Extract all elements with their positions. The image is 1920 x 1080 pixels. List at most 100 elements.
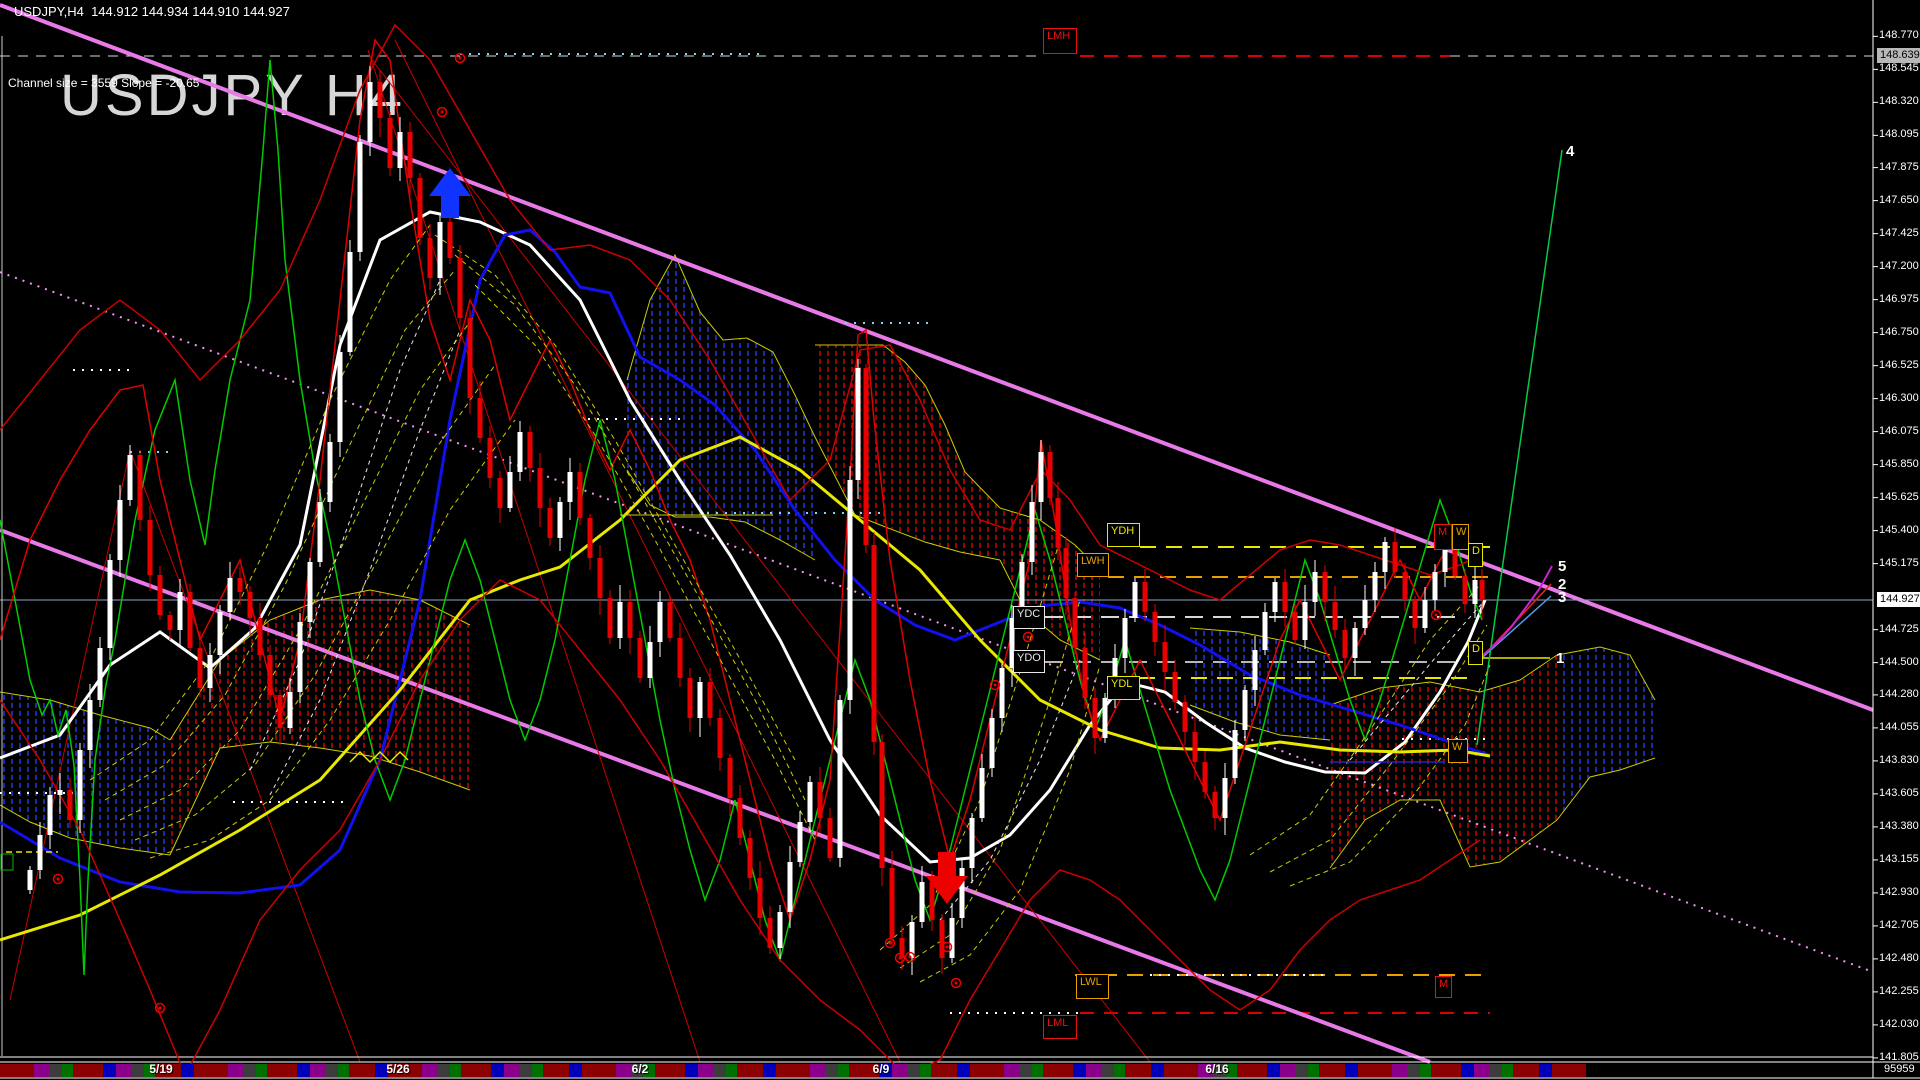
candle-body [1282,582,1288,612]
session-segment [1151,1064,1164,1077]
level-label-d[interactable]: D [1468,543,1483,567]
candle-body [1452,548,1458,576]
time-counter: 95959 [1884,1063,1915,1075]
level-label-lml[interactable]: LML [1043,1015,1077,1039]
date-tick-label: 6/16 [1205,1062,1229,1076]
candle-body [197,648,203,688]
candle-body [1382,542,1388,572]
level-label-d[interactable]: D [1468,641,1483,665]
session-segment [297,1064,310,1077]
candle-body [1432,572,1438,600]
candle-body [227,578,233,612]
ribbon-a3 [119,314,476,821]
session-segment [631,1064,644,1077]
candle-body [1302,602,1308,640]
candle-body [1402,572,1408,600]
ribbon-c2 [1269,624,1488,873]
candle-body [477,398,483,438]
candle-body [317,502,323,562]
level-label-m[interactable]: M [1434,524,1452,550]
candle-body [1479,580,1485,600]
candle-body [587,518,593,558]
axis-tick-label: 147.200 [1879,259,1919,272]
candle-body [879,742,885,868]
session-segment [1198,1064,1213,1077]
candle-body [1462,576,1468,604]
band-red-upper [0,23,1481,601]
session-segment [825,1064,838,1077]
candle-body [1342,630,1348,658]
candle-body [117,500,123,560]
candle-body [347,252,353,352]
candle-body [327,442,333,502]
level-label-ydh[interactable]: YDH [1107,523,1140,547]
session-segment [776,1064,810,1077]
session-segment [907,1064,920,1077]
level-label-lwl[interactable]: LWL [1076,974,1109,999]
candle-body [767,918,773,948]
session-segment [1125,1064,1151,1077]
candle-body [667,602,673,638]
candle-body [47,795,53,835]
axis-tick-label: 142.480 [1879,951,1919,964]
session-segment [810,1064,825,1077]
session-segment [194,1064,228,1077]
ribbon-d1 [434,234,796,761]
price-axis[interactable]: 148.770 148.545 148.320 148.095 147.875 147.6… [1879,0,1920,1080]
fan-label-5: 5 [1558,558,1567,575]
fan-line-5 [1482,565,1553,656]
candle-body [267,655,273,695]
level-label-ydc[interactable]: YDC [1013,606,1045,629]
level-label-w[interactable]: W [1452,524,1469,550]
session-segment [0,1064,34,1077]
fan-label-2: 2 [1558,576,1567,593]
candle-body [1142,582,1148,612]
axis-tick-label: 143.605 [1879,786,1919,799]
candle-body [427,238,433,278]
session-segment [1114,1064,1125,1077]
session-segment [243,1064,256,1077]
level-label-ydo[interactable]: YDO [1013,650,1045,673]
level-label-lwh[interactable]: LWH [1077,553,1109,577]
level-label-w[interactable]: W [1448,739,1468,763]
session-segment [1101,1064,1114,1077]
session-segment [1213,1064,1226,1077]
candle-body [899,938,905,958]
signal-circle-icon [454,52,466,64]
current-price-badge: 144.927 [1877,592,1920,608]
session-segment [267,1064,297,1077]
candle-body [557,502,563,538]
candle-body [67,790,73,820]
session-segment [655,1064,685,1077]
session-segment [1392,1064,1407,1077]
candle-body [637,638,643,678]
session-segment [569,1064,582,1077]
axis-tick-label: 144.500 [1879,655,1919,668]
session-segment [1004,1064,1019,1077]
candle-body [687,678,693,718]
green-marker-box [0,853,14,871]
level-label-lmh[interactable]: LMH [1043,28,1077,54]
session-segment [155,1064,181,1077]
session-segment [1237,1064,1267,1077]
candle-body [617,602,623,638]
axis-tick-label: 142.030 [1879,1017,1919,1030]
session-segment [1474,1064,1489,1077]
candle-body [863,368,869,545]
level-label-m[interactable]: M [1435,976,1452,998]
candle-body [777,912,783,948]
signal-circle-icon [1430,609,1442,621]
candle-body [1422,600,1428,628]
candle-body [97,648,103,700]
candle-body [1352,628,1358,658]
session-segment [1345,1064,1358,1077]
candle-body [837,700,843,858]
session-segment [1164,1064,1198,1077]
axis-tick-label: 147.425 [1879,226,1919,239]
red-diag-5 [9,449,131,1001]
candle-body [527,432,533,468]
level-label-ydl[interactable]: YDL [1107,676,1140,700]
candle-body [909,922,915,958]
signal-circle-icon [941,941,953,953]
